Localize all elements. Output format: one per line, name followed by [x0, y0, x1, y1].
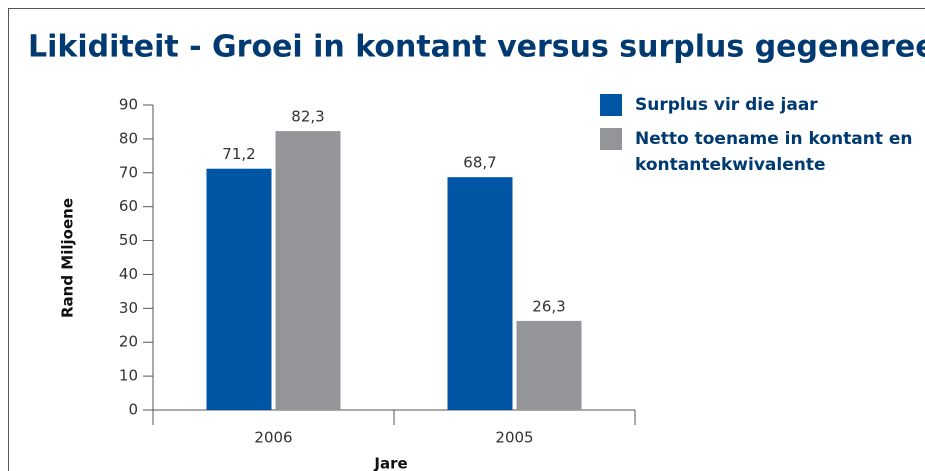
y-tick-label: 80 [119, 129, 138, 147]
y-axis-label: Rand Miljoene [59, 198, 77, 318]
value-label: 26,3 [532, 297, 565, 315]
y-tick-label: 70 [119, 163, 138, 181]
y-tick-label: 10 [119, 367, 138, 385]
legend: Surplus vir die jaar Netto toename in kon… [600, 94, 925, 188]
legend-item: Surplus vir die jaar [600, 94, 925, 118]
bar [206, 168, 272, 410]
legend-label: Surplus vir die jaar [635, 95, 818, 115]
x-axis-label: Jare [373, 455, 407, 471]
bar [275, 131, 341, 410]
legend-swatch [600, 94, 622, 116]
chart-title: Likiditeit - Groei in kontant versus sur… [28, 30, 925, 65]
value-label: 68,7 [463, 154, 496, 172]
x-tick-label: 2005 [495, 429, 533, 447]
bar [447, 177, 513, 410]
y-tick-label: 50 [119, 231, 138, 249]
value-label: 71,2 [222, 145, 255, 163]
legend-swatch [600, 128, 622, 150]
y-tick-label: 20 [119, 333, 138, 351]
y-tick-label: 30 [119, 299, 138, 317]
legend-item: Netto toename in kontant en kontantekwiv… [600, 128, 925, 178]
frame [8, 8, 925, 471]
value-label: 82,3 [291, 108, 324, 126]
y-tick-label: 40 [119, 265, 138, 283]
y-tick-label: 90 [119, 96, 138, 114]
y-tick-label: 0 [128, 401, 138, 419]
bar [516, 320, 582, 410]
legend-label: Netto toename in kontant en kontantekwiv… [635, 129, 913, 175]
y-tick-label: 60 [119, 197, 138, 215]
x-tick-label: 2006 [254, 429, 292, 447]
